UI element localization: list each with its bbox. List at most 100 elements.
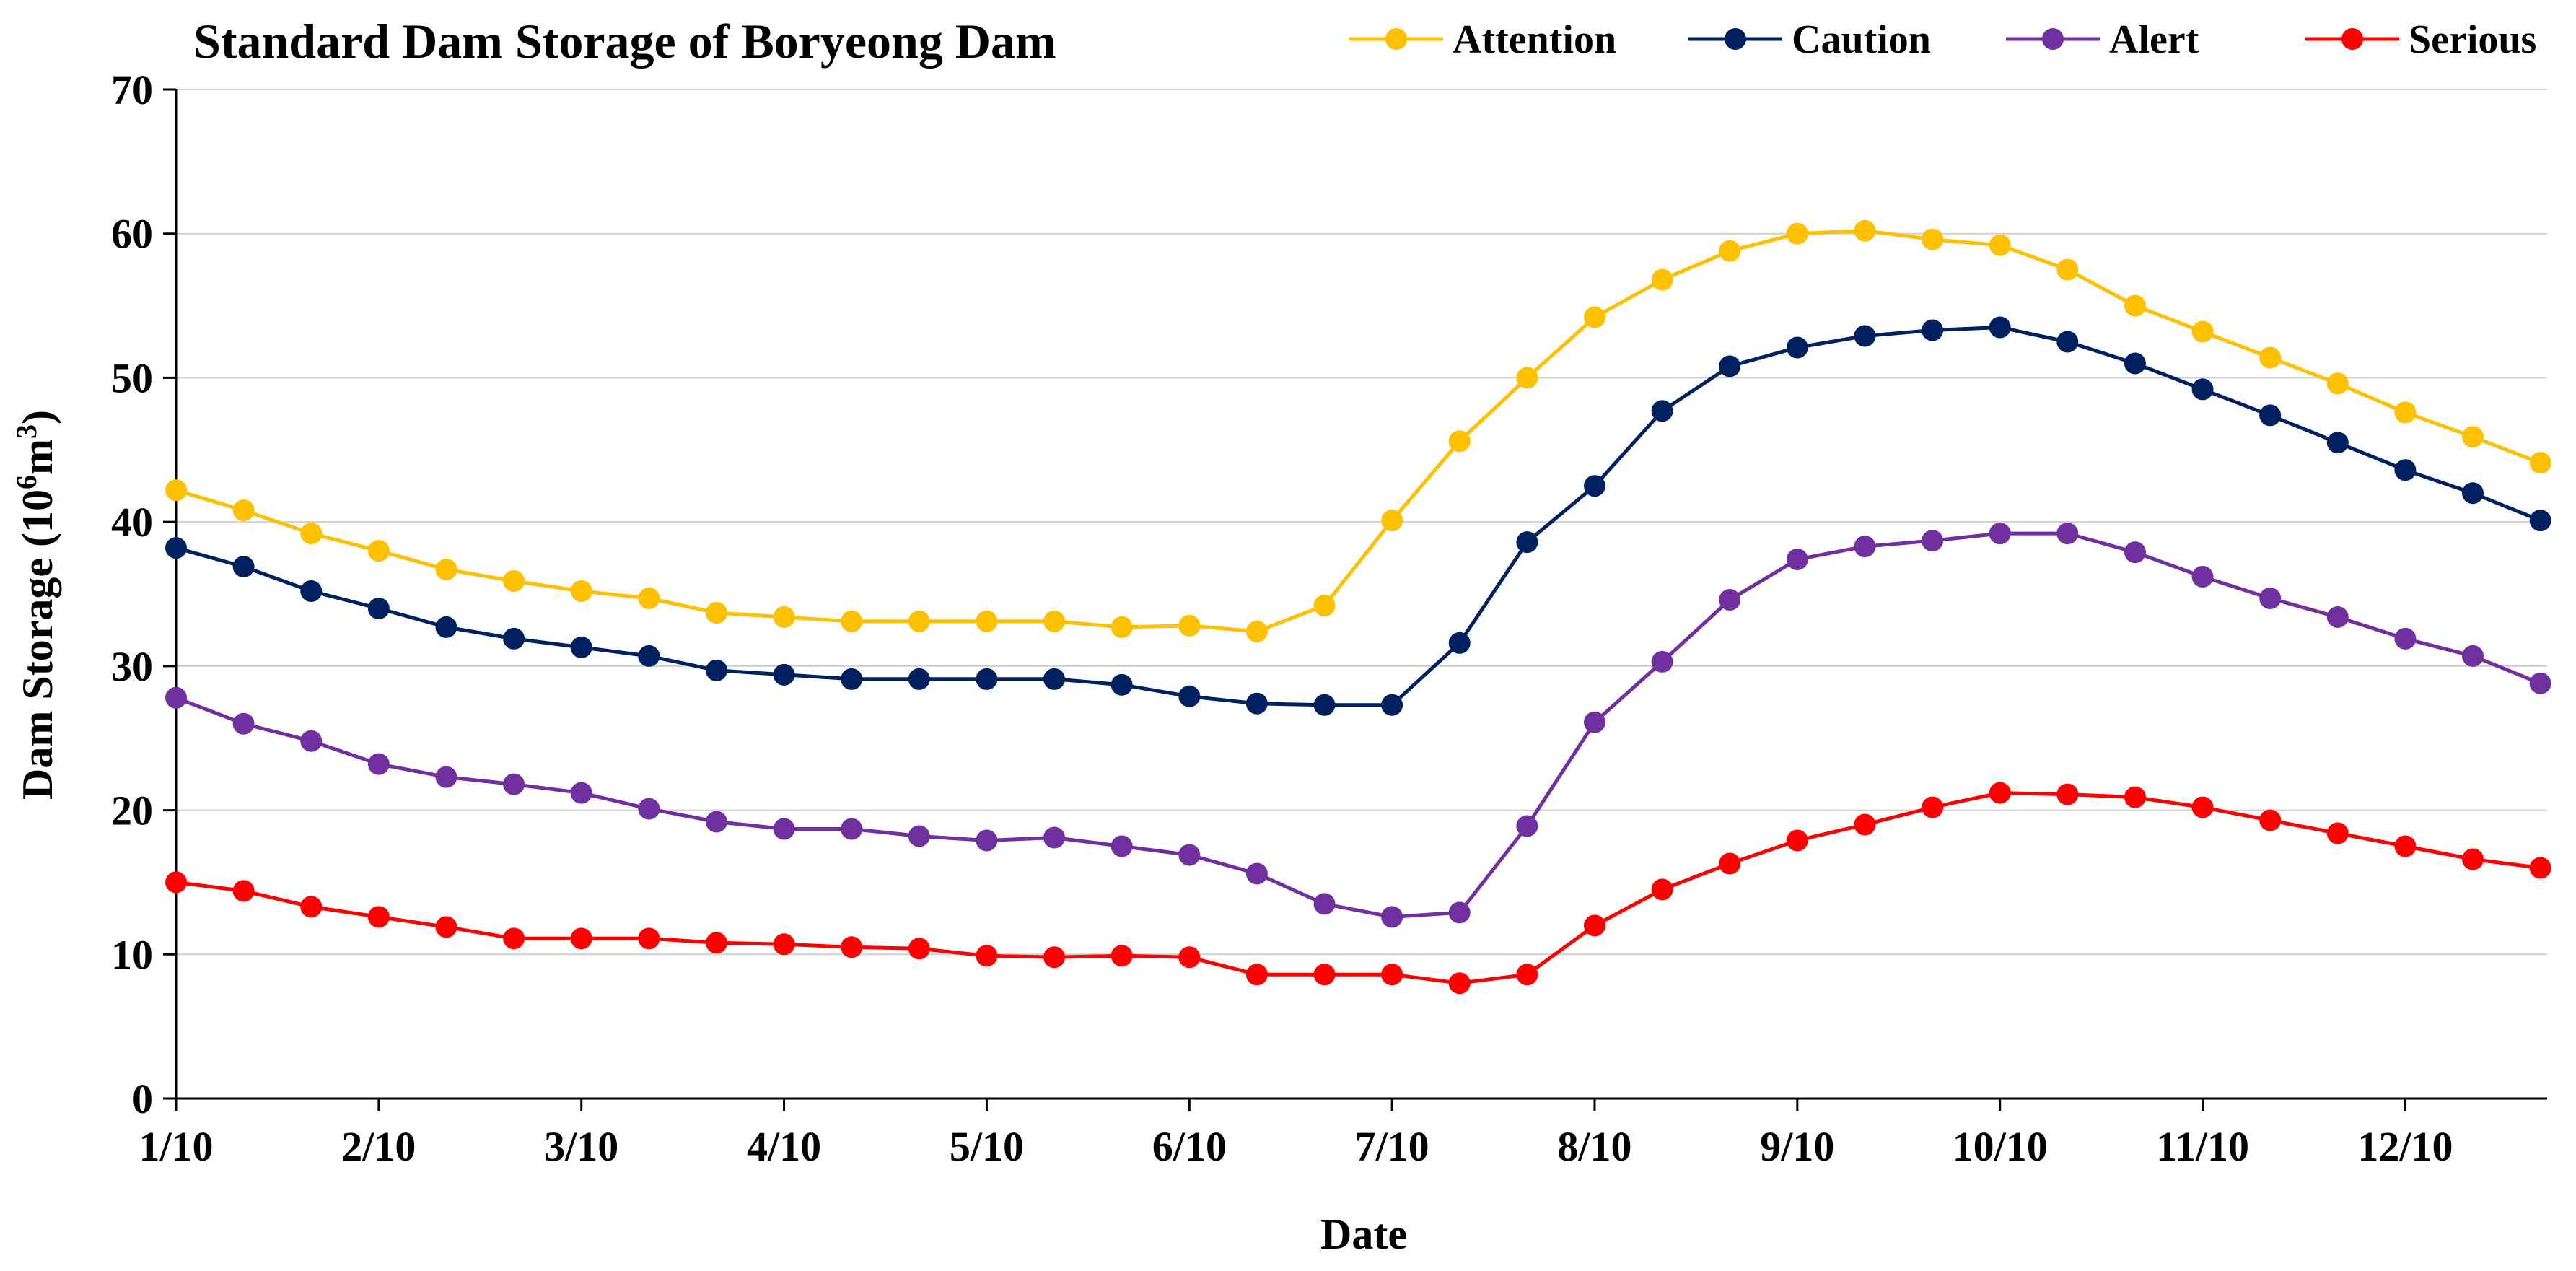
x-tick-label: 8/10 xyxy=(1557,1123,1631,1170)
data-point-attention xyxy=(1313,594,1336,616)
gridlines xyxy=(176,89,2547,956)
data-point-attention xyxy=(2056,258,2079,281)
data-point-caution xyxy=(435,616,457,638)
data-point-alert xyxy=(1583,711,1605,733)
data-point-alert xyxy=(1989,523,2011,545)
data-point-serious xyxy=(1516,964,1538,986)
data-point-alert xyxy=(705,811,727,833)
y-axis-title-close: ) xyxy=(14,410,61,424)
data-point-attention xyxy=(232,499,255,522)
data-point-alert xyxy=(1516,815,1538,837)
data-point-attention xyxy=(1989,234,2011,256)
data-point-caution xyxy=(165,537,187,559)
data-point-caution xyxy=(2259,404,2282,427)
data-point-attention xyxy=(1448,430,1471,453)
x-tick-label: 3/10 xyxy=(544,1123,618,1170)
x-tick-label: 12/10 xyxy=(2357,1123,2453,1170)
data-point-caution xyxy=(570,636,592,658)
data-point-caution xyxy=(705,659,727,681)
data-point-alert xyxy=(2394,627,2417,650)
series-alert xyxy=(165,523,2551,928)
data-point-attention xyxy=(705,601,727,624)
data-point-attention xyxy=(1516,367,1538,389)
data-point-serious xyxy=(908,938,930,960)
data-point-attention xyxy=(2394,401,2417,424)
data-point-serious xyxy=(1245,964,1268,986)
data-point-attention xyxy=(841,610,863,632)
data-point-serious xyxy=(1719,852,1741,875)
data-point-attention xyxy=(503,570,525,593)
data-point-serious xyxy=(1313,964,1336,986)
data-point-serious xyxy=(1854,813,1876,836)
data-point-caution xyxy=(232,556,255,578)
x-tick-label: 11/10 xyxy=(2156,1123,2249,1170)
data-point-attention xyxy=(1583,306,1605,328)
data-point-caution xyxy=(908,668,930,690)
data-point-caution xyxy=(1043,668,1066,690)
legend: Attention Caution Alert Serious xyxy=(1349,17,2536,62)
data-point-alert xyxy=(1381,906,1403,928)
series-serious xyxy=(165,782,2551,995)
series-line-serious xyxy=(175,791,2541,985)
legend-marker-attention xyxy=(1385,28,1407,50)
series-line-caution xyxy=(175,326,2541,707)
legend-label-attention: Attention xyxy=(1453,17,1616,62)
data-point-attention xyxy=(976,610,998,632)
x-axis-title: Date xyxy=(1320,1210,1407,1258)
data-point-caution xyxy=(1381,694,1403,716)
data-point-serious xyxy=(232,880,255,902)
data-point-serious xyxy=(1043,946,1066,969)
data-point-attention xyxy=(1178,614,1201,637)
data-point-alert xyxy=(1651,650,1673,673)
data-point-alert xyxy=(435,766,457,788)
data-point-caution xyxy=(1922,319,1944,341)
series-attention xyxy=(165,219,2551,642)
legend-label-alert: Alert xyxy=(2109,17,2199,62)
data-point-serious xyxy=(1922,796,1944,818)
data-point-caution xyxy=(503,627,525,650)
data-point-attention xyxy=(1719,240,1741,262)
y-tick-label: 20 xyxy=(111,787,153,834)
data-point-caution xyxy=(2326,432,2349,454)
data-point-attention xyxy=(1245,620,1268,642)
y-tick-label: 60 xyxy=(111,211,153,258)
data-point-alert xyxy=(2529,672,2551,694)
data-point-serious xyxy=(570,927,592,950)
y-axis-title-unit: m xyxy=(14,439,61,475)
data-point-serious xyxy=(1583,914,1605,937)
data-point-alert xyxy=(1110,835,1133,857)
data-point-attention xyxy=(1110,616,1133,638)
x-tick-labels: 1/10 2/10 3/10 4/10 5/10 6/10 7/10 8/10 9/10 10/1… xyxy=(139,1099,2453,1170)
data-point-caution xyxy=(1719,355,1741,377)
data-point-alert xyxy=(232,712,255,735)
data-point-alert xyxy=(1786,549,1808,571)
x-tick-label: 1/10 xyxy=(139,1123,213,1170)
data-point-serious xyxy=(2394,835,2417,857)
legend-item-serious: Serious xyxy=(2305,17,2536,62)
data-point-alert xyxy=(1043,826,1066,849)
data-point-serious xyxy=(435,916,457,938)
y-tick-label: 0 xyxy=(132,1075,153,1122)
data-point-serious xyxy=(300,896,323,918)
data-point-attention xyxy=(1786,222,1808,245)
data-point-serious xyxy=(2124,786,2146,808)
data-point-caution xyxy=(2462,482,2484,505)
data-point-attention xyxy=(1854,219,1876,242)
x-tick-label: 7/10 xyxy=(1355,1123,1429,1170)
x-tick-label: 10/10 xyxy=(1953,1123,2048,1170)
data-point-caution xyxy=(2394,459,2417,481)
x-tick-label: 2/10 xyxy=(341,1123,416,1170)
data-point-serious xyxy=(165,871,187,894)
data-point-alert xyxy=(2191,566,2214,588)
data-point-caution xyxy=(300,580,323,603)
data-point-alert xyxy=(638,798,660,820)
x-tick-label: 9/10 xyxy=(1760,1123,1834,1170)
data-point-attention xyxy=(1043,610,1066,632)
y-tick-label: 30 xyxy=(111,643,153,690)
data-point-alert xyxy=(300,730,323,752)
chart-title: Standard Dam Storage of Boryeong Dam xyxy=(193,14,1056,69)
data-point-caution xyxy=(1583,475,1605,497)
legend-marker-alert xyxy=(2042,28,2064,50)
data-point-caution xyxy=(2191,378,2214,401)
